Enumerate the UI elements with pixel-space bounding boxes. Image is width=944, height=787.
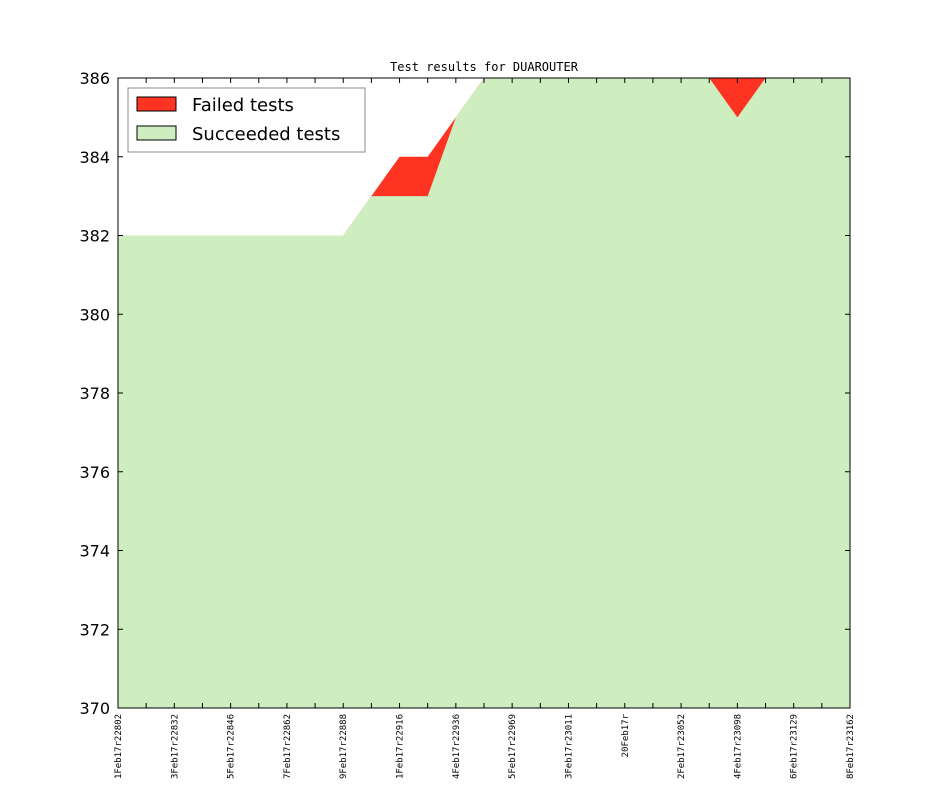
x-tick-label: 7Feb17r22862 [283,714,293,779]
y-tick-label: 382 [79,227,110,246]
y-tick-label: 384 [79,148,110,167]
legend-swatch-succeeded [136,125,177,141]
chart-title: Test results for DUAROUTER [390,60,579,74]
y-tick-label: 376 [79,463,110,482]
x-tick-label: 3Feb17r23011 [564,714,574,779]
x-tick-label: 4Feb17r23098 [733,714,743,779]
x-tick-label: 5Feb17r22969 [508,714,518,779]
legend-label-failed: Failed tests [192,95,294,116]
x-tick-label: 8Feb17r23162 [846,714,856,779]
x-tick-label: 4Feb17r22936 [452,714,462,779]
y-tick-label: 380 [79,305,110,324]
legend-label-succeeded: Succeeded tests [192,124,340,145]
x-tick-label: 9Feb17r22888 [339,714,349,779]
x-tick-label: 6Feb17r23129 [790,714,800,779]
legend: Failed tests Succeeded tests [127,87,366,153]
plot-area [118,78,850,708]
y-tick-label: 372 [79,620,110,639]
x-axis: 1Feb17r22802 3Feb17r22832 5Feb17r22846 7Feb… [114,78,856,779]
x-tick-label: 1Feb17r22802 [114,714,124,779]
y-tick-label: 370 [79,699,110,718]
legend-swatch-failed [136,96,177,112]
y-tick-label: 378 [79,384,110,403]
x-tick-label: 1Feb17r22916 [396,714,406,779]
x-tick-label: 2Feb17r23052 [677,714,687,779]
x-tick-label: 3Feb17r22832 [170,714,180,779]
x-tick-label: 20Feb17r [621,713,631,757]
succeeded-tests-area [118,78,850,708]
y-axis: 370 372 374 376 378 380 382 384 386 [79,69,850,718]
y-tick-label: 386 [79,69,110,88]
y-tick-label: 374 [79,542,110,561]
x-tick-label: 5Feb17r22846 [227,714,237,779]
